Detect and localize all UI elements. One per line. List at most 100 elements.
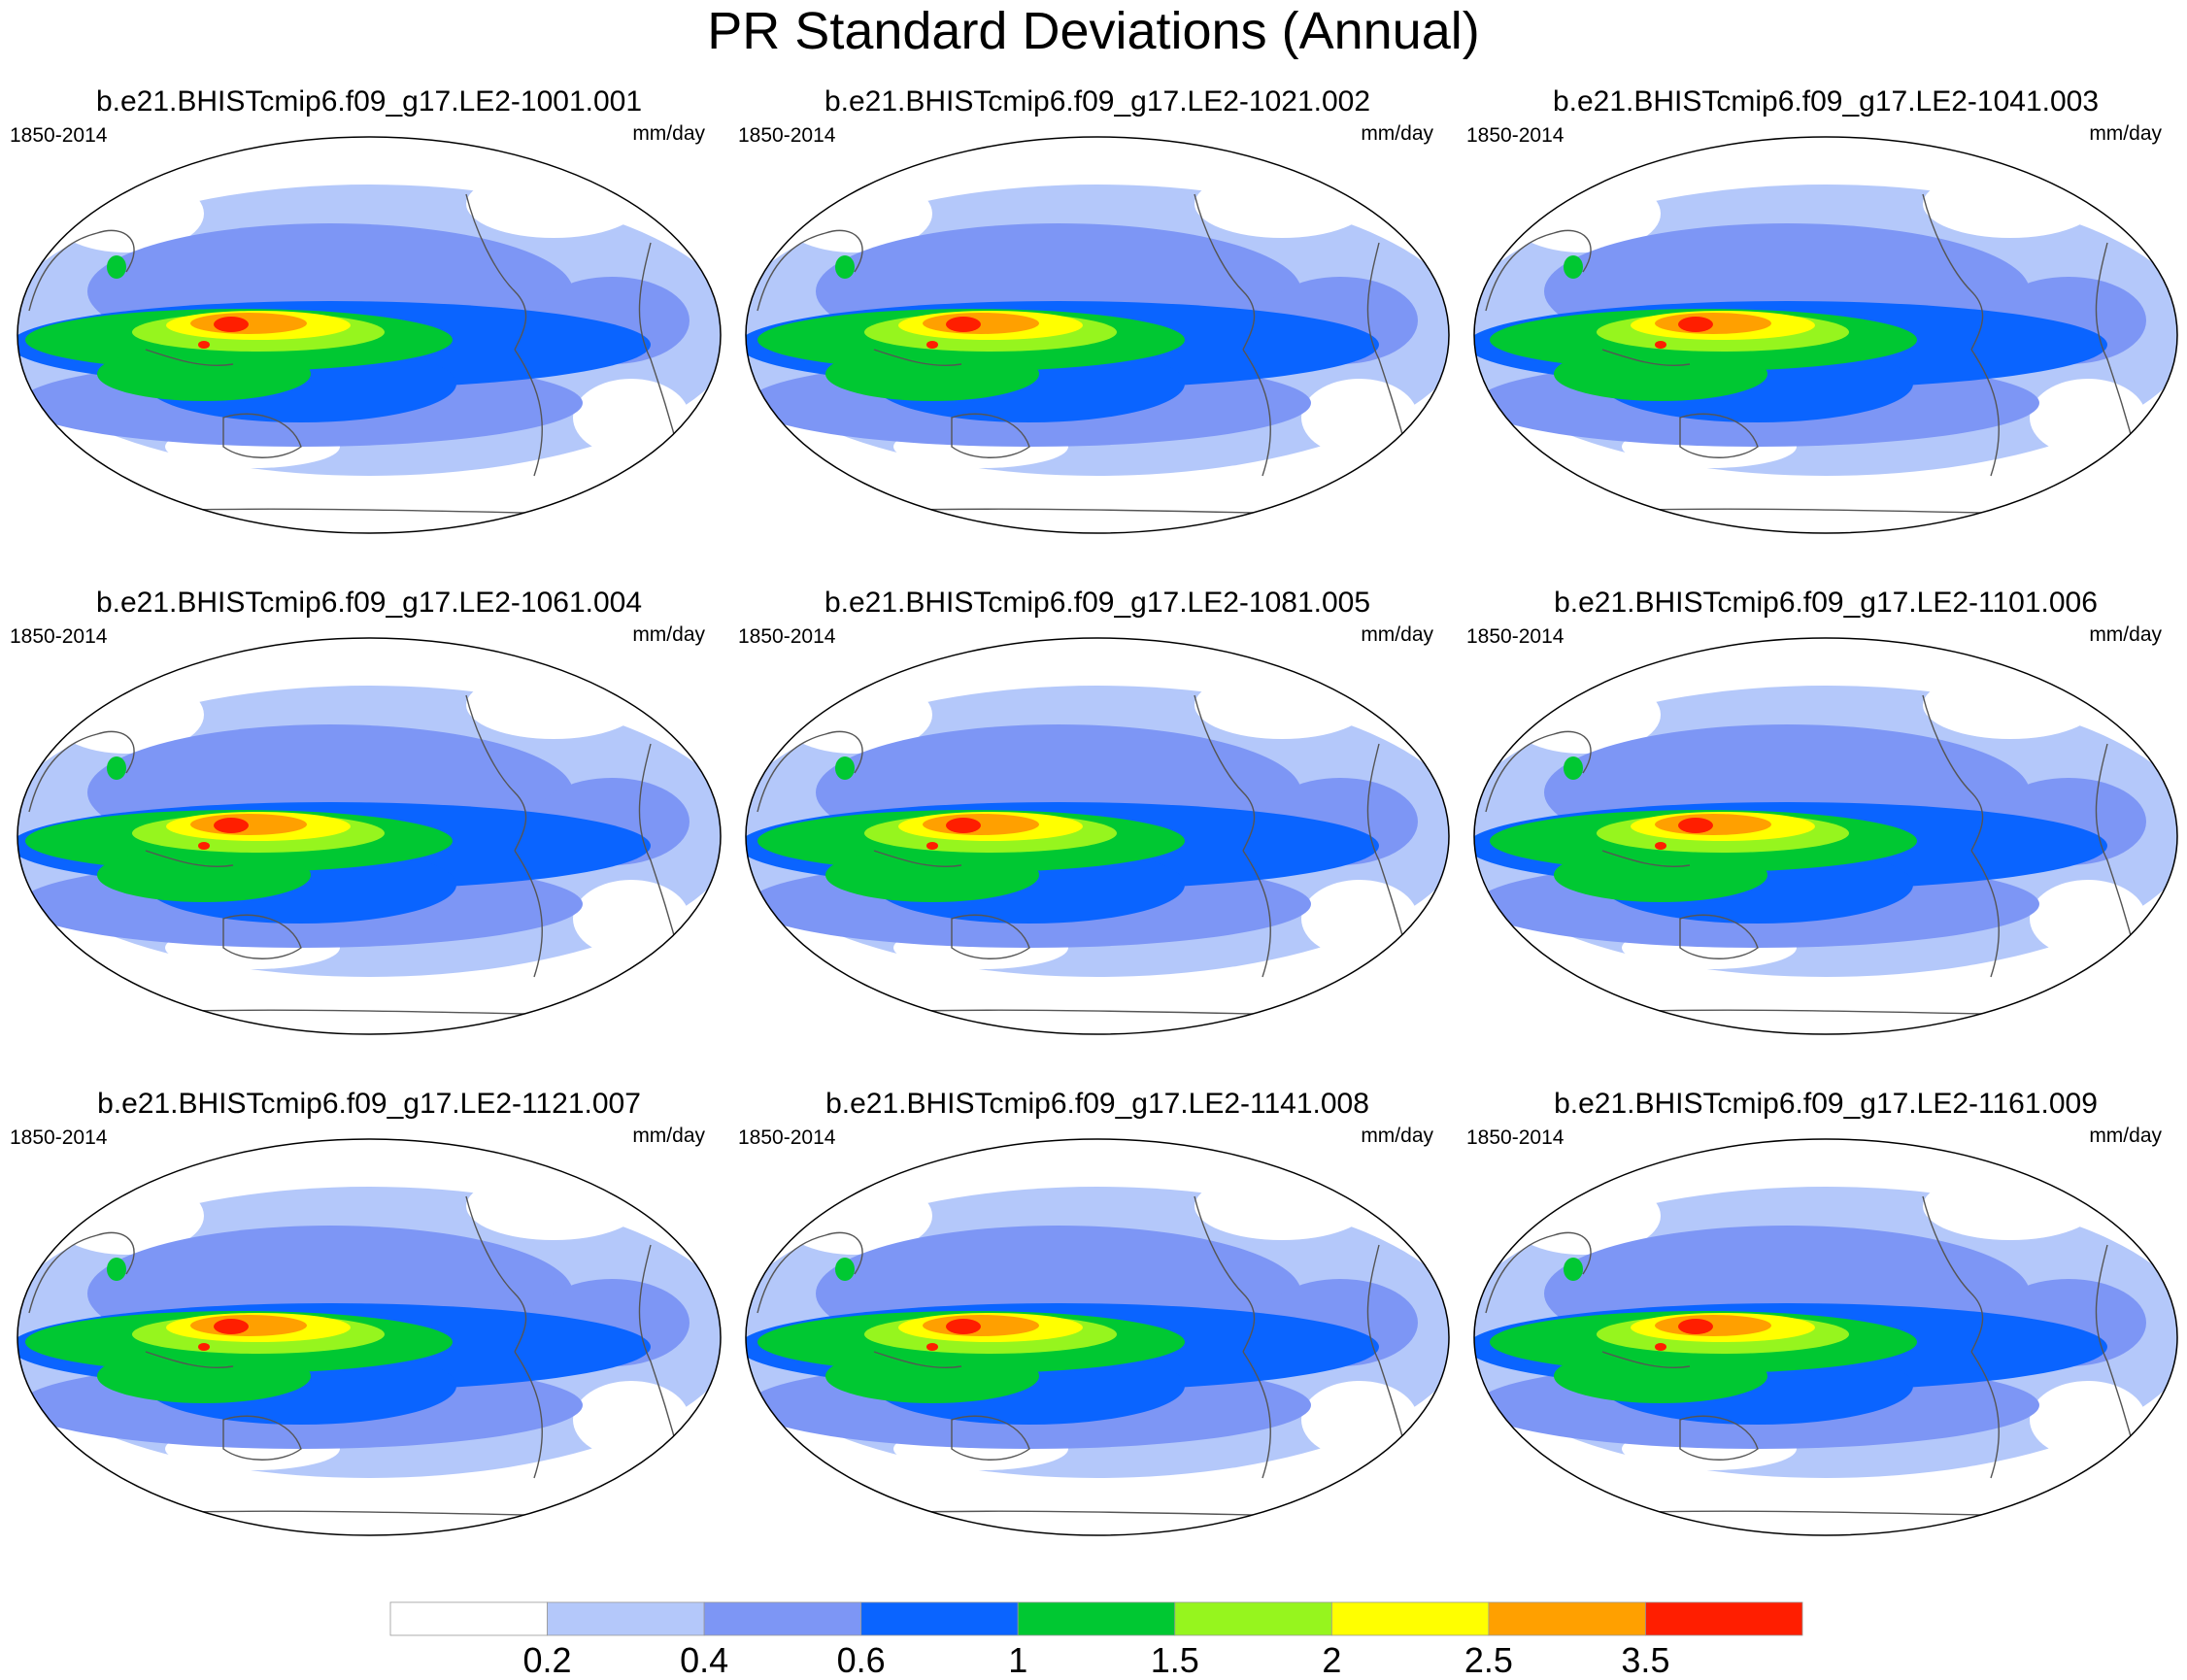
coastline-6 xyxy=(28,730,135,813)
itcz-orange xyxy=(923,1315,1039,1336)
map-border xyxy=(17,1138,722,1536)
panel-title: b.e21.BHISTcmip6.f09_g17.LE2-1161.009 xyxy=(1554,1088,2098,1120)
coastline-3 xyxy=(873,1351,962,1369)
itcz-orange xyxy=(190,1315,307,1336)
map-panel: b.e21.BHISTcmip6.f09_g17.LE2-1061.004 185… xyxy=(10,587,728,1043)
map-border xyxy=(745,136,1450,534)
maritime-red xyxy=(1655,341,1666,349)
panel-title: b.e21.BHISTcmip6.f09_g17.LE2-1101.006 xyxy=(1554,587,2098,619)
coastline-2 xyxy=(638,242,681,457)
coastline-2 xyxy=(638,1244,681,1460)
panel-units: mm/day xyxy=(2089,122,2162,145)
map-panel: b.e21.BHISTcmip6.f09_g17.LE2-1101.006 185… xyxy=(1466,587,2185,1043)
coastline-4 xyxy=(222,914,302,959)
map-panel: b.e21.BHISTcmip6.f09_g17.LE2-1121.007 185… xyxy=(10,1088,728,1544)
coastline-3 xyxy=(1601,850,1691,868)
china-green xyxy=(107,1258,126,1281)
itcz-red-core xyxy=(214,317,249,332)
panel-period: 1850-2014 xyxy=(10,124,108,147)
dry-patch-atlantic xyxy=(573,379,690,456)
colorbar-tick-label: 3.5 xyxy=(1621,1640,1670,1680)
china-green xyxy=(1564,255,1583,279)
dry-patch-arctic xyxy=(466,170,641,238)
coastline-3 xyxy=(145,349,234,367)
map-field xyxy=(745,1138,1450,1536)
itcz-orange xyxy=(923,814,1039,835)
dry-patch-atlantic xyxy=(2030,379,2146,456)
coastline-6 xyxy=(28,1231,135,1314)
panel-period: 1850-2014 xyxy=(738,1126,836,1149)
map-field xyxy=(745,637,1450,1035)
panel-units: mm/day xyxy=(1361,122,1433,145)
itcz-red-core xyxy=(946,317,981,332)
panel-period: 1850-2014 xyxy=(1466,1126,1565,1149)
coastline-0 xyxy=(465,694,527,852)
coastline-4 xyxy=(1679,914,1759,959)
coastline-3 xyxy=(1601,1351,1691,1369)
coastline-2 xyxy=(1366,743,1409,958)
itcz-red-core xyxy=(1678,818,1713,833)
panel-title: b.e21.BHISTcmip6.f09_g17.LE2-1121.007 xyxy=(97,1088,641,1120)
coastline-6 xyxy=(1485,229,1592,312)
coastline-1 xyxy=(514,850,543,978)
panel-period: 1850-2014 xyxy=(10,625,108,648)
panel-period: 1850-2014 xyxy=(10,1126,108,1149)
coastline-0 xyxy=(1922,694,1984,852)
panel-units: mm/day xyxy=(1361,623,1433,646)
itcz-orange xyxy=(1655,1315,1771,1336)
maritime-red xyxy=(198,341,210,349)
coastline-6 xyxy=(757,1231,863,1314)
dry-patch-atlantic xyxy=(1301,880,1418,958)
maritime-green xyxy=(97,1349,311,1403)
colorbar-swatch xyxy=(860,1601,1019,1636)
map-panel: b.e21.BHISTcmip6.f09_g17.LE2-1001.001 185… xyxy=(10,85,728,542)
coastline-4 xyxy=(222,1415,302,1461)
coastline-0 xyxy=(1922,1195,1984,1353)
map-field xyxy=(17,1138,722,1536)
coastline-1 xyxy=(1970,1351,2000,1479)
dry-band-antarctic xyxy=(746,977,1449,1034)
coastline-1 xyxy=(514,1351,543,1479)
panel-title: b.e21.BHISTcmip6.f09_g17.LE2-1041.003 xyxy=(1552,85,2100,118)
map-panel: b.e21.BHISTcmip6.f09_g17.LE2-1041.003 185… xyxy=(1466,85,2185,542)
panel-units: mm/day xyxy=(632,122,705,145)
coastline-2 xyxy=(1366,242,1409,457)
coastline-4 xyxy=(951,413,1030,458)
coastline-4 xyxy=(222,413,302,458)
coastline-1 xyxy=(514,349,543,477)
coastline-0 xyxy=(1194,1195,1256,1353)
panel-period: 1850-2014 xyxy=(1466,625,1565,648)
dry-patch-atlantic xyxy=(1301,1381,1418,1459)
panel-units: mm/day xyxy=(2089,623,2162,646)
dry-patch-arctic xyxy=(1923,170,2098,238)
coastline-2 xyxy=(2095,1244,2137,1460)
china-green xyxy=(107,255,126,279)
itcz-red-core xyxy=(1678,317,1713,332)
dry-patch-atlantic xyxy=(2030,880,2146,958)
maritime-red xyxy=(198,1343,210,1351)
map-field xyxy=(17,136,722,534)
panel-title: b.e21.BHISTcmip6.f09_g17.LE2-1001.001 xyxy=(95,85,643,118)
maritime-green xyxy=(825,1349,1039,1403)
coastline-0 xyxy=(1194,694,1256,852)
colorbar-tick-label: 0.2 xyxy=(522,1640,572,1680)
colorbar-swatch xyxy=(1488,1601,1646,1636)
panel-title: b.e21.BHISTcmip6.f09_g17.LE2-1061.004 xyxy=(95,587,643,619)
coastline-3 xyxy=(1601,349,1691,367)
maritime-green xyxy=(825,848,1039,902)
panel-title: b.e21.BHISTcmip6.f09_g17.LE2-1141.008 xyxy=(825,1088,1369,1120)
dry-patch-arctic xyxy=(1194,671,1369,739)
map-panel: b.e21.BHISTcmip6.f09_g17.LE2-1161.009 185… xyxy=(1466,1088,2185,1544)
colorbar-swatch xyxy=(703,1601,862,1636)
coastline-0 xyxy=(465,193,527,351)
maritime-green xyxy=(97,347,311,401)
coastline-2 xyxy=(1366,1244,1409,1460)
dry-band-antarctic xyxy=(1474,977,2177,1034)
maritime-green xyxy=(97,848,311,902)
dry-patch-atlantic xyxy=(2030,1381,2146,1459)
coastline-1 xyxy=(1242,1351,1271,1479)
coastline-2 xyxy=(638,743,681,958)
maritime-red xyxy=(198,842,210,850)
dry-patch-atlantic xyxy=(573,1381,690,1459)
itcz-orange xyxy=(190,814,307,835)
